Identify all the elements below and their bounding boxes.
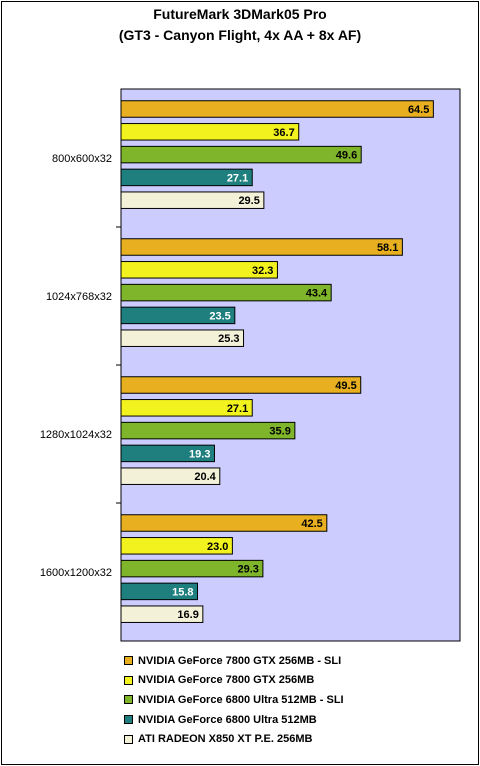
legend-item: NVIDIA GeForce 6800 Ultra 512MB	[118, 710, 458, 730]
category-label: 1024x768x32	[46, 291, 112, 303]
data-label: 23.0	[207, 541, 228, 553]
legend-swatch	[124, 715, 133, 725]
legend-swatch	[124, 675, 133, 685]
bar	[120, 605, 204, 623]
chart-subtitle: (GT3 - Canyon Flight, 4x AA + 8x AF)	[118, 27, 362, 43]
data-label: 25.3	[218, 333, 239, 345]
data-label: 58.1	[377, 242, 398, 254]
category-label: 1280x1024x32	[40, 429, 112, 441]
legend-item: NVIDIA GeForce 7800 GTX 256MB - SLI	[118, 651, 458, 671]
data-label: 49.5	[335, 380, 356, 392]
data-label: 43.4	[306, 288, 328, 300]
bar	[120, 582, 199, 601]
data-label: 42.5	[301, 518, 322, 530]
legend-swatch	[124, 695, 133, 705]
bar	[120, 329, 245, 347]
bar	[120, 100, 434, 118]
legend-label: NVIDIA GeForce 6800 Ultra 512MB - SLI	[138, 693, 344, 706]
bar	[120, 421, 296, 440]
bar	[120, 145, 362, 164]
bar	[120, 238, 403, 256]
bar	[120, 168, 253, 187]
category-label: 1600x1200x32	[40, 567, 112, 579]
data-label: 23.5	[209, 310, 230, 322]
legend-label: ATI RADEON X850 XT P.E. 256MB	[138, 733, 313, 746]
bar	[120, 306, 236, 325]
category-label: 800x600x32	[52, 153, 112, 165]
legend-item: NVIDIA GeForce 7800 GTX 256MB	[118, 671, 458, 691]
bar	[120, 283, 332, 302]
data-label: 20.4	[194, 471, 216, 483]
data-label: 16.9	[177, 609, 198, 621]
chart-title: FutureMark 3DMark05 Pro	[153, 6, 327, 22]
legend-label: NVIDIA GeForce 7800 GTX 256MB	[138, 674, 315, 687]
bar	[120, 559, 264, 578]
data-label: 19.3	[189, 448, 210, 460]
bar	[120, 514, 328, 532]
data-label: 35.9	[269, 426, 290, 438]
data-label: 64.5	[408, 104, 429, 116]
legend-swatch	[124, 734, 133, 744]
data-label: 29.5	[238, 195, 259, 207]
bar	[120, 261, 278, 279]
bar	[120, 191, 265, 209]
data-label: 27.1	[227, 172, 248, 184]
bar	[120, 399, 253, 417]
data-label: 36.7	[273, 127, 294, 139]
legend-label: NVIDIA GeForce 6800 Ultra 512MB	[138, 713, 317, 726]
bar	[120, 376, 362, 394]
legend-swatch	[124, 656, 133, 666]
data-label: 32.3	[252, 265, 273, 277]
legend-item: ATI RADEON X850 XT P.E. 256MB	[118, 729, 458, 749]
legend-label: NVIDIA GeForce 7800 GTX 256MB - SLI	[138, 654, 342, 667]
bar	[120, 123, 300, 141]
data-label: 27.1	[227, 403, 248, 415]
bar	[120, 444, 215, 463]
data-label: 49.6	[336, 150, 357, 162]
data-label: 15.8	[172, 586, 193, 598]
bar	[120, 537, 233, 555]
chart-legend: NVIDIA GeForce 7800 GTX 256MB - SLI NVIDI…	[118, 651, 458, 749]
data-label: 29.3	[237, 564, 258, 576]
bar	[120, 467, 221, 485]
legend-item: NVIDIA GeForce 6800 Ultra 512MB - SLI	[118, 690, 458, 710]
